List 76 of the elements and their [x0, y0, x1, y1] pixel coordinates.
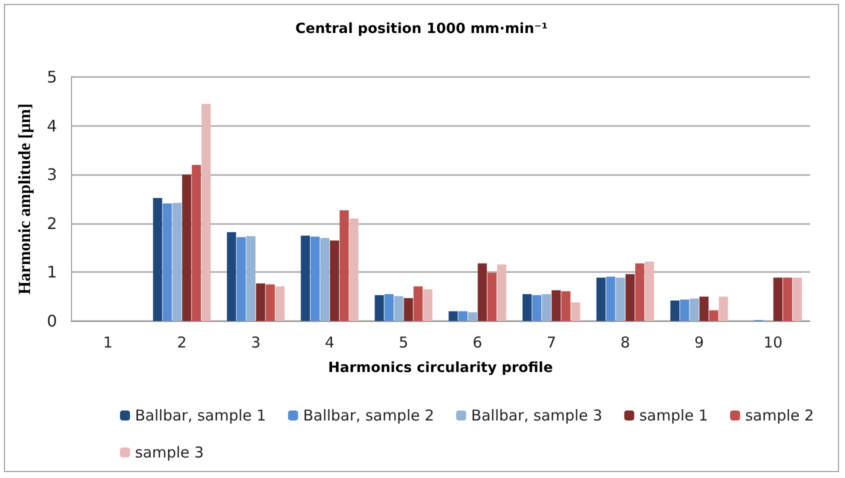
x-tick-label: 10	[764, 334, 783, 352]
bar	[680, 300, 690, 321]
bar	[246, 236, 256, 321]
bar	[236, 237, 246, 321]
bar	[404, 298, 413, 321]
bar	[552, 290, 561, 321]
bar	[384, 294, 394, 321]
y-tick-label: 3	[46, 165, 57, 184]
bar	[310, 236, 320, 321]
bar	[256, 283, 266, 321]
bar	[478, 263, 487, 321]
bar	[349, 218, 358, 321]
bar	[699, 296, 709, 321]
x-tick-label: 1	[103, 334, 113, 352]
y-tick-label: 0	[46, 312, 57, 330]
x-tick-label: 8	[620, 334, 630, 352]
x-tick-label: 9	[694, 334, 704, 352]
y-tick-label: 1	[46, 262, 57, 282]
y-tick-label: 5	[46, 68, 57, 86]
bar	[330, 240, 340, 321]
bar	[458, 311, 468, 321]
x-tick-label: 3	[250, 334, 261, 352]
bar	[266, 284, 275, 321]
bar	[571, 302, 580, 321]
bar	[172, 202, 182, 321]
bar	[690, 298, 699, 321]
bar	[448, 311, 458, 321]
bar	[423, 289, 432, 321]
legend-label: sample 1	[639, 406, 708, 424]
bar	[596, 278, 606, 321]
bar	[468, 312, 478, 321]
bar	[153, 198, 162, 321]
y-tick-label: 2	[46, 214, 57, 233]
bar	[320, 238, 330, 321]
x-tick-label: 5	[398, 334, 408, 352]
bar	[792, 278, 802, 321]
x-tick-label: 7	[546, 334, 556, 352]
bar	[626, 274, 635, 321]
bar	[616, 278, 625, 321]
bar	[718, 296, 728, 321]
bar	[635, 263, 644, 321]
x-tick-label: 2	[177, 334, 187, 352]
bar	[497, 264, 506, 321]
bar	[275, 286, 285, 321]
x-tick-label: 6	[472, 334, 482, 352]
bar	[522, 294, 532, 321]
x-axis-title: Harmonics circularity profile	[328, 360, 553, 376]
bar	[202, 104, 211, 321]
bar	[670, 300, 680, 321]
bar	[709, 310, 718, 321]
bar	[542, 294, 552, 321]
bar	[182, 174, 192, 321]
bar	[300, 236, 310, 321]
legend-label: Ballbar, sample 1	[135, 406, 266, 424]
bar	[414, 286, 423, 321]
bar	[162, 203, 172, 321]
legend-label: sample 3	[135, 444, 204, 462]
legend-label: sample 2	[745, 406, 814, 424]
bar	[374, 295, 384, 321]
bar	[561, 291, 570, 321]
bar	[192, 164, 201, 321]
y-axis-title: Harmonic amplitude [µm]	[15, 103, 34, 295]
bar	[606, 276, 616, 321]
chart-title: Central position 1000 mm·min⁻¹	[295, 21, 548, 37]
y-tick-label: 4	[46, 116, 57, 136]
x-tick-label: 4	[324, 334, 334, 352]
bar	[487, 272, 497, 321]
legend-label: Ballbar, sample 2	[303, 406, 434, 424]
legend-label: Ballbar, sample 3	[471, 406, 602, 424]
bar	[340, 210, 349, 321]
bar	[226, 232, 236, 321]
bar	[644, 261, 654, 321]
bar	[394, 296, 404, 321]
bar	[783, 278, 792, 321]
bar	[773, 278, 782, 321]
bar	[532, 295, 542, 321]
